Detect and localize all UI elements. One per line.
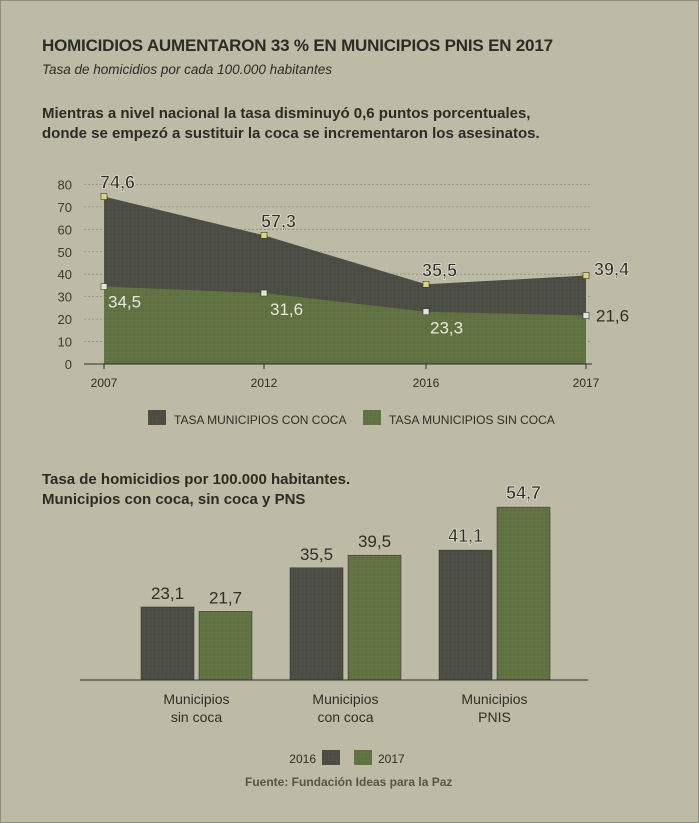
area-chart-y-axis: 0 10 20 30 40 50 60 70 80 bbox=[58, 177, 72, 372]
bar-chart-title: Tasa de homicidios por 100.000 habitante… bbox=[42, 470, 350, 510]
y-tick-label: 20 bbox=[58, 312, 72, 327]
x-tick-label: 2016 bbox=[413, 376, 440, 390]
x-tick-label: 2007 bbox=[91, 376, 118, 390]
y-tick-label: 30 bbox=[58, 290, 72, 305]
area-chart-markers bbox=[100, 193, 590, 319]
data-label-con-coca: 74,6 bbox=[100, 173, 135, 193]
intro-line-1: Mientras a nivel nacional la tasa dismin… bbox=[42, 105, 531, 122]
area-chart-legend: TASA MUNICIPIOS CON COCA TASA MUNICIPIOS … bbox=[148, 410, 555, 427]
marker-con-coca bbox=[582, 272, 590, 279]
marker-con-coca bbox=[422, 281, 430, 288]
area-series-sin-coca bbox=[104, 286, 586, 364]
y-tick-label: 50 bbox=[58, 245, 72, 260]
y-tick-label: 60 bbox=[58, 222, 72, 237]
area-chart-data-labels: 74,6 57,3 35,5 39,4 34,5 31,6 23,3 21,6 bbox=[100, 172, 630, 338]
data-label-sin-coca: 23,3 bbox=[430, 319, 463, 338]
marker-sin-coca bbox=[582, 312, 590, 319]
intro-line-2: donde se empezó a sustituir la coca se i… bbox=[42, 125, 540, 142]
page-subtitle: Tasa de homicidios por cada 100.000 habi… bbox=[42, 62, 332, 77]
area-chart-areas bbox=[84, 196, 592, 365]
marker-sin-coca bbox=[260, 289, 268, 297]
data-label-sin-coca: 21,6 bbox=[596, 307, 629, 326]
intro-text: Mientras a nivel nacional la tasa dismin… bbox=[42, 104, 602, 144]
y-tick-label: 70 bbox=[58, 200, 72, 215]
x-tick-label: 2017 bbox=[573, 376, 600, 390]
bar-chart-title-line-1: Tasa de homicidios por 100.000 habitante… bbox=[42, 471, 351, 488]
x-tick-label: 2012 bbox=[251, 376, 278, 390]
data-label-con-coca: 39,4 bbox=[594, 260, 629, 280]
legend-swatch-sin-coca bbox=[363, 410, 381, 425]
y-tick-label: 0 bbox=[65, 357, 72, 372]
bar-chart-title-line-2: Municipios con coca, sin coca y PNS bbox=[42, 491, 306, 508]
marker-sin-coca bbox=[100, 283, 108, 290]
y-tick-label: 40 bbox=[58, 267, 72, 282]
area-chart: 0 10 20 30 40 50 60 70 80 2007 2012 2016 2017 74,6 5… bbox=[58, 172, 630, 427]
y-tick-label: 10 bbox=[58, 335, 72, 350]
data-label-con-coca: 57,3 bbox=[261, 211, 296, 231]
data-label-con-coca: 35,5 bbox=[422, 260, 457, 280]
source-note: Fuente: Fundación Ideas para la Paz bbox=[245, 775, 453, 789]
marker-sin-coca bbox=[422, 308, 430, 315]
marker-con-coca bbox=[260, 232, 268, 239]
legend-label-con-coca: TASA MUNICIPIOS CON COCA bbox=[174, 413, 346, 427]
data-label-sin-coca: 31,6 bbox=[270, 300, 303, 319]
marker-con-coca bbox=[100, 193, 108, 200]
y-tick-label: 80 bbox=[58, 177, 72, 192]
legend-swatch-con-coca bbox=[148, 410, 166, 425]
page-title: HOMICIDIOS AUMENTARON 33 % EN MUNICIPIOS… bbox=[42, 36, 553, 55]
legend-label-sin-coca: TASA MUNICIPIOS SIN COCA bbox=[389, 413, 555, 427]
area-chart-x-axis: 2007 2012 2016 2017 bbox=[91, 364, 600, 390]
data-label-sin-coca: 34,5 bbox=[108, 293, 141, 312]
